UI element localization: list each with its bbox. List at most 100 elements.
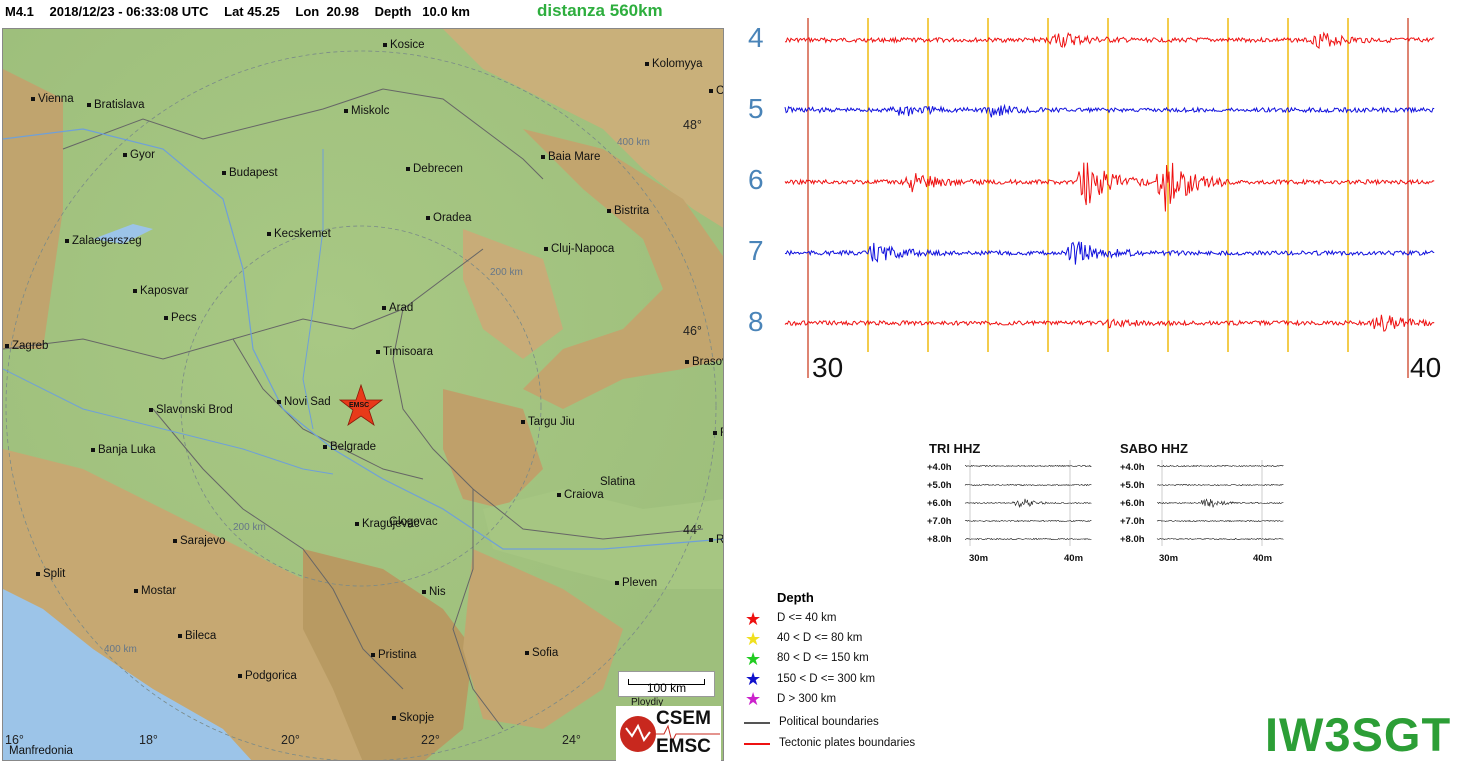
seismic-trace: [784, 31, 1435, 49]
city-label: Miskolc: [344, 105, 389, 117]
legend-item: 40 < D <= 80 km: [777, 632, 863, 644]
city-label: Banja Luka: [91, 444, 156, 456]
emsc-logo: CSEM EMSC: [616, 706, 721, 761]
mini-hour-label: +8.0h: [1120, 534, 1145, 545]
lon-text: Lon 20.98: [295, 4, 359, 19]
epicenter-star-icon[interactable]: [339, 384, 383, 426]
mini-trace: [1156, 538, 1284, 541]
city-label: Bistrita: [607, 205, 649, 217]
csem-emsc-logo-icon: [620, 716, 720, 752]
depth-text: Depth 10.0 km: [374, 4, 470, 19]
lon-label: 16°: [5, 733, 24, 747]
mini-hour-label: +7.0h: [927, 516, 952, 527]
ring-label: 200 km: [233, 522, 266, 533]
lat-label: 46°: [683, 324, 702, 338]
trace-number: 7: [748, 235, 764, 266]
lat-label: 48°: [683, 118, 702, 132]
city-label: Sarajevo: [173, 535, 225, 547]
city-label: Ploydiy: [631, 697, 664, 708]
seismogram-plot: [784, 18, 1435, 378]
distance-text: distanza 560km: [537, 1, 663, 20]
lon-label: 22°: [421, 733, 440, 747]
city-label: Pleven: [615, 577, 657, 589]
city-label: Bileca: [178, 630, 216, 642]
legend-item: D <= 40 km: [777, 612, 837, 624]
mini-trace: [964, 483, 1092, 487]
trace-number: 4: [748, 22, 764, 53]
trace-number: 6: [748, 164, 764, 195]
star-icon: ★: [745, 669, 762, 689]
seismic-trace: [784, 103, 1435, 118]
city-label: Kosice: [383, 39, 425, 51]
mini-hour-label: +6.0h: [927, 498, 952, 509]
logo-text-bottom: EMSC: [656, 736, 711, 757]
city-label: Zagreb: [5, 340, 48, 352]
ring-label: 200 km: [490, 267, 523, 278]
city-label: Vienna: [31, 93, 74, 105]
mini-trace: [1156, 498, 1284, 508]
city-label: Skopje: [392, 712, 434, 724]
mini-trace: [1156, 519, 1284, 523]
star-icon: ★: [745, 689, 762, 709]
legend-item: Tectonic plates boundaries: [779, 737, 916, 749]
city-label: Brasov: [685, 356, 723, 368]
lat-label: 44°: [683, 523, 702, 537]
trace-number: 5: [748, 93, 764, 124]
mini-plot-title: TRI HHZ: [929, 441, 981, 456]
magnitude-text: M4.1: [5, 4, 34, 19]
callsign: IW3SGT: [1265, 708, 1452, 761]
mini-axis-label: 40m: [1064, 553, 1084, 564]
political-boundary-swatch: [744, 722, 770, 724]
time-start-label: 30: [812, 352, 844, 383]
event-header: M4.1 2018/12/23 - 06:33:08 UTC Lat 45.25…: [5, 4, 482, 19]
city-label: Craiova: [557, 489, 604, 501]
mini-hour-label: +4.0h: [1120, 462, 1145, 473]
lon-label: 18°: [139, 733, 158, 747]
scale-bar: 100 km: [618, 671, 715, 697]
mini-plot-sabo: [1156, 460, 1284, 546]
city-label: R: [713, 427, 723, 439]
ring-label: 400 km: [104, 644, 137, 655]
legend-item: Political boundaries: [779, 716, 879, 728]
city-label: Kaposvar: [133, 285, 189, 297]
city-label: Timisoara: [376, 346, 433, 358]
mini-trace: [964, 498, 1092, 509]
city-label: Ch: [709, 85, 723, 97]
mini-hour-label: +5.0h: [1120, 480, 1145, 491]
map-terrain: [3, 29, 723, 760]
legend-title: Depth: [777, 590, 814, 605]
city-label: Mostar: [134, 585, 176, 597]
city-label: Zalaegerszeg: [65, 235, 142, 247]
scale-bar-label: 100 km: [646, 681, 687, 695]
city-label: Budapest: [222, 167, 278, 179]
lon-label: 20°: [281, 733, 300, 747]
city-label: Oradea: [426, 212, 471, 224]
mini-hour-label: +8.0h: [927, 534, 952, 545]
city-label: Slavonski Brod: [149, 404, 233, 416]
mini-hour-label: +7.0h: [1120, 516, 1145, 527]
city-label: Baia Mare: [541, 151, 600, 163]
lon-label: 24°: [562, 733, 581, 747]
mini-trace: [964, 519, 1092, 523]
city-label: Manfredonia: [9, 745, 73, 757]
city-label: Targu Jiu: [521, 416, 575, 428]
city-label: Kecskemet: [267, 228, 331, 240]
city-label: Pristina: [371, 649, 416, 661]
legend-item: 80 < D <= 150 km: [777, 652, 869, 664]
mini-axis-label: 40m: [1253, 553, 1273, 564]
datetime-text: 2018/12/23 - 06:33:08 UTC: [49, 4, 209, 19]
legend-item: D > 300 km: [777, 693, 837, 705]
city-label: Slatina: [600, 476, 636, 488]
epicenter-label: EMSC: [349, 402, 370, 409]
epicenter-map: Kosice Kolomyya Vienna Bratislava Miskol…: [2, 28, 724, 761]
star-icon: ★: [745, 629, 762, 649]
mini-plot-tri: [964, 460, 1092, 546]
city-label: Pecs: [164, 312, 197, 324]
mini-plot-title: SABO HHZ: [1120, 441, 1188, 456]
logo-text-top: CSEM: [656, 708, 711, 729]
mini-trace: [1156, 464, 1284, 468]
city-label: Podgorica: [238, 670, 297, 682]
mini-trace: [1156, 483, 1284, 487]
mini-hour-label: +5.0h: [927, 480, 952, 491]
legend-item: 150 < D <= 300 km: [777, 673, 876, 685]
